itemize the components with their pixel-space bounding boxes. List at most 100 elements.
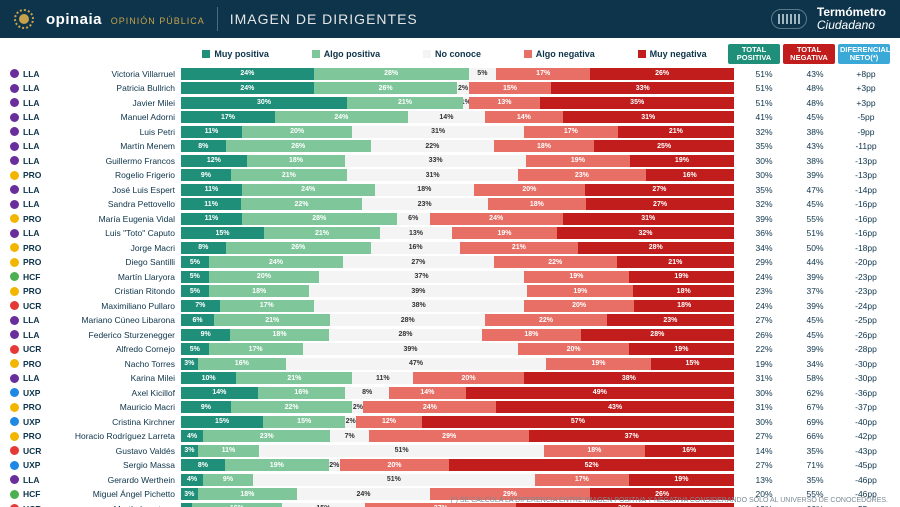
summary-value: 36%	[740, 228, 788, 238]
leader-name: Guillermo Francos	[45, 156, 181, 166]
summary-value: 69%	[791, 417, 839, 427]
summary-value: -18pp	[842, 243, 890, 253]
stacked-bar: 11%28%6%24%31%	[181, 213, 734, 225]
bar-segment: 25%	[594, 140, 734, 152]
party-dot	[10, 98, 19, 107]
bar-segment: 19%	[629, 343, 734, 355]
summary-value: 31%	[740, 402, 788, 412]
bar-segment: 39%	[303, 343, 519, 355]
data-row: LLAGuillermo Francos12%18%33%19%19%30%38…	[10, 154, 890, 168]
bar-segment: 15%	[651, 358, 734, 370]
summary-value: 26%	[740, 330, 788, 340]
summary-value: -16pp	[842, 228, 890, 238]
bar-segment: 28%	[329, 329, 482, 341]
stacked-bar: 4%23%7%29%37%	[181, 430, 734, 442]
bar-segment: 19%	[546, 358, 651, 370]
bar-segment: 21%	[460, 242, 577, 254]
summary-value: 34%	[791, 359, 839, 369]
party-label: PRO	[23, 214, 45, 224]
summary-value: 39%	[791, 301, 839, 311]
leader-name: Axel Kicillof	[45, 388, 181, 398]
summary-value: -30pp	[842, 359, 890, 369]
leader-name: Sergio Massa	[45, 460, 181, 470]
bar-segment: 17%	[535, 474, 629, 486]
stacked-bar: 10%21%11%20%38%	[181, 372, 734, 384]
summary-value: -11pp	[842, 141, 890, 151]
summary-value: 66%	[791, 431, 839, 441]
brand-sub: OPINIÓN PÚBLICA	[111, 16, 205, 26]
data-row: LLAVictoria Villarruel24%28%5%17%26%51%4…	[10, 67, 890, 81]
bar-segment: 16%	[645, 445, 734, 457]
party-dot	[10, 69, 19, 78]
bar-segment: 16%	[371, 242, 460, 254]
legend-item: Muy negativa	[626, 49, 707, 59]
bar-segment: 11%	[181, 126, 242, 138]
bar-segment: 38%	[314, 300, 524, 312]
summary-values: 14%35%-43pp	[740, 446, 890, 456]
party-dot	[10, 84, 19, 93]
leader-name: Diego Santilli	[45, 257, 181, 267]
party-label: UXP	[23, 388, 45, 398]
legend-row: Muy positivaAlgo positivaNo conoceAlgo n…	[10, 44, 890, 64]
header-right: Termómetro Ciudadano	[771, 6, 886, 31]
party-dot	[10, 388, 19, 397]
summary-value: -24pp	[842, 301, 890, 311]
leader-name: Gerardo Werthein	[45, 475, 181, 485]
bar-segment: 5%	[181, 271, 209, 283]
summary-value: +3pp	[842, 98, 890, 108]
bar-segment: 24%	[275, 111, 408, 123]
summary-values: 31%58%-30pp	[740, 373, 890, 383]
summary-values: 34%50%-18pp	[740, 243, 890, 253]
bar-segment: 20%	[524, 300, 635, 312]
leader-name: Martín Lousteau	[45, 504, 181, 507]
stacked-bar: 30%21%1%13%35%	[181, 97, 734, 109]
bar-segment: 13%	[380, 227, 452, 239]
summary-value: -40pp	[842, 417, 890, 427]
summary-headers: TOTAL POSITIVATOTAL NEGATIVADIFERENCIAL …	[728, 44, 890, 64]
summary-value: 58%	[791, 373, 839, 383]
bar-segment: 35%	[540, 97, 734, 109]
summary-value: 38%	[791, 156, 839, 166]
bar-segment: 2%	[352, 401, 363, 413]
summary-value: 45%	[791, 315, 839, 325]
bar-segment: 11%	[181, 184, 242, 196]
leader-name: María Eugenia Vidal	[45, 214, 181, 224]
summary-value: 35%	[791, 446, 839, 456]
bar-segment: 24%	[297, 488, 430, 500]
summary-values: 27%71%-45pp	[740, 460, 890, 470]
party-label: LLA	[23, 83, 45, 93]
party-dot	[10, 258, 19, 267]
summary-values: 51%43%+8pp	[740, 69, 890, 79]
summary-values: 32%45%-16pp	[740, 199, 890, 209]
bar-segment: 3%	[181, 488, 198, 500]
summary-value: 51%	[740, 69, 788, 79]
summary-value: 62%	[791, 388, 839, 398]
bar-segment: 38%	[524, 372, 734, 384]
leader-name: Sandra Pettovello	[45, 199, 181, 209]
bar-segment: 21%	[214, 314, 330, 326]
bar-segment: 5%	[469, 68, 497, 80]
bar-segment: 18%	[544, 445, 645, 457]
leader-name: Federico Sturzenegger	[45, 330, 181, 340]
party-label: LLA	[23, 69, 45, 79]
bar-segment: 24%	[209, 256, 343, 268]
bar-segment: 27%	[585, 184, 734, 196]
summary-value: 45%	[791, 330, 839, 340]
bar-segment: 8%	[345, 387, 389, 399]
bar-segment: 20%	[209, 271, 320, 283]
summary-value: -14pp	[842, 185, 890, 195]
party-label: LLA	[23, 112, 45, 122]
party-label: LLA	[23, 199, 45, 209]
data-row: UCRGustavo Valdés3%11%51%18%16%14%35%-43…	[10, 444, 890, 458]
data-row: UCRMaximiliano Pullaro7%17%38%20%18%24%3…	[10, 299, 890, 313]
data-row: LLALuis "Toto" Caputo15%21%13%19%32%36%5…	[10, 226, 890, 240]
bar-segment: 15%	[181, 416, 263, 428]
bar-segment: 11%	[181, 198, 241, 210]
bar-segment: 18%	[494, 140, 595, 152]
party-dot	[10, 403, 19, 412]
summary-value: 51%	[791, 228, 839, 238]
bar-segment: 16%	[258, 387, 346, 399]
party-dot	[10, 359, 19, 368]
party-label: LLA	[23, 228, 45, 238]
summary-value: 30%	[740, 156, 788, 166]
